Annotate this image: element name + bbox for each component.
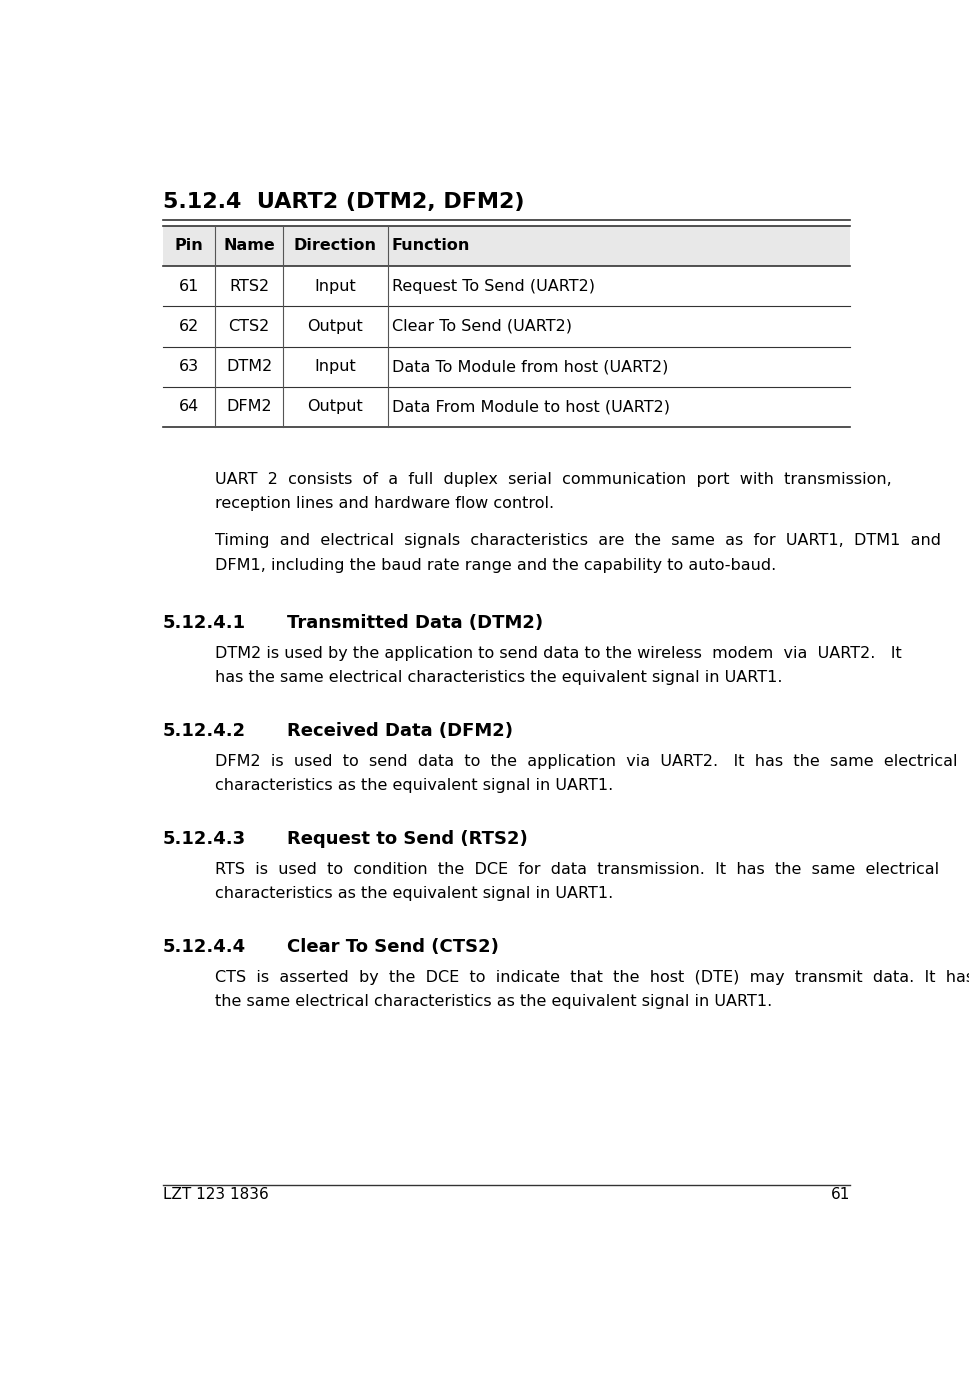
Text: RTS  is  used  to  condition  the  DCE  for  data  transmission.  It  has  the  : RTS is used to condition the DCE for dat… <box>215 862 938 877</box>
Text: characteristics as the equivalent signal in UART1.: characteristics as the equivalent signal… <box>215 778 612 793</box>
Text: RTS2: RTS2 <box>229 278 268 293</box>
Text: CTS2: CTS2 <box>228 319 269 333</box>
Text: 5.12.4.4: 5.12.4.4 <box>163 938 245 956</box>
Text: 64: 64 <box>178 399 199 414</box>
Text: has the same electrical characteristics the equivalent signal in UART1.: has the same electrical characteristics … <box>215 671 782 684</box>
Text: Request to Send (RTS2): Request to Send (RTS2) <box>286 830 527 848</box>
Text: Timing  and  electrical  signals  characteristics  are  the  same  as  for  UART: Timing and electrical signals characteri… <box>215 533 940 548</box>
Text: Name: Name <box>223 238 274 253</box>
Text: Pin: Pin <box>174 238 203 253</box>
Text: Transmitted Data (DTM2): Transmitted Data (DTM2) <box>286 614 543 632</box>
Text: 62: 62 <box>178 319 199 333</box>
Text: Function: Function <box>391 238 470 253</box>
Text: 5.12.4.1: 5.12.4.1 <box>163 614 245 632</box>
Text: DFM1, including the baud rate range and the capability to auto-baud.: DFM1, including the baud rate range and … <box>215 558 775 573</box>
Text: UART  2  consists  of  a  full  duplex  serial  communication  port  with  trans: UART 2 consists of a full duplex serial … <box>215 472 891 486</box>
Text: 5.12.4  UART2 (DTM2, DFM2): 5.12.4 UART2 (DTM2, DFM2) <box>163 191 523 212</box>
Text: 61: 61 <box>830 1187 850 1202</box>
Text: Clear To Send (CTS2): Clear To Send (CTS2) <box>286 938 498 956</box>
Text: Output: Output <box>307 319 363 333</box>
Text: DTM2: DTM2 <box>226 359 272 375</box>
Text: Data From Module to host (UART2): Data From Module to host (UART2) <box>391 399 670 414</box>
Text: the same electrical characteristics as the equivalent signal in UART1.: the same electrical characteristics as t… <box>215 994 771 1009</box>
Text: 5.12.4.2: 5.12.4.2 <box>163 722 245 739</box>
Text: LZT 123 1836: LZT 123 1836 <box>163 1187 268 1202</box>
Text: 5.12.4.3: 5.12.4.3 <box>163 830 245 848</box>
Text: DFM2  is  used  to  send  data  to  the  application  via  UART2.   It  has  the: DFM2 is used to send data to the applica… <box>215 753 956 768</box>
Text: Clear To Send (UART2): Clear To Send (UART2) <box>391 319 572 333</box>
Text: Output: Output <box>307 399 363 414</box>
Text: Input: Input <box>314 278 356 293</box>
Text: DFM2: DFM2 <box>226 399 271 414</box>
Text: 61: 61 <box>178 278 199 293</box>
Text: Request To Send (UART2): Request To Send (UART2) <box>391 278 594 293</box>
Text: Direction: Direction <box>294 238 377 253</box>
Bar <box>163 226 850 266</box>
Text: Input: Input <box>314 359 356 375</box>
Text: characteristics as the equivalent signal in UART1.: characteristics as the equivalent signal… <box>215 887 612 901</box>
Text: reception lines and hardware flow control.: reception lines and hardware flow contro… <box>215 496 553 511</box>
Text: 63: 63 <box>178 359 199 375</box>
Text: DTM2 is used by the application to send data to the wireless  modem  via  UART2.: DTM2 is used by the application to send … <box>215 646 901 661</box>
Text: Received Data (DFM2): Received Data (DFM2) <box>286 722 512 739</box>
Text: CTS  is  asserted  by  the  DCE  to  indicate  that  the  host  (DTE)  may  tran: CTS is asserted by the DCE to indicate t… <box>215 969 969 985</box>
Text: Data To Module from host (UART2): Data To Module from host (UART2) <box>391 359 668 375</box>
